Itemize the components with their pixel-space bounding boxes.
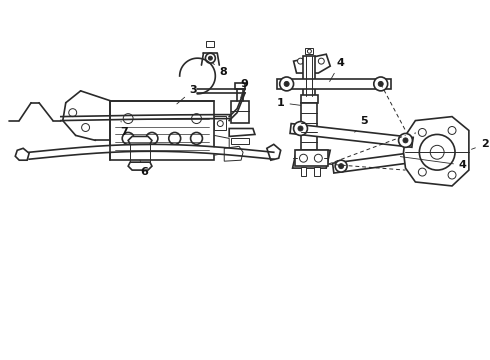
Circle shape	[398, 134, 413, 147]
Polygon shape	[224, 146, 243, 161]
Text: 7: 7	[120, 121, 128, 138]
Circle shape	[284, 81, 289, 86]
Circle shape	[418, 129, 426, 136]
Circle shape	[122, 132, 134, 144]
Text: 4: 4	[330, 58, 344, 81]
Circle shape	[146, 132, 158, 144]
Circle shape	[307, 49, 312, 53]
Circle shape	[217, 121, 223, 126]
Circle shape	[123, 114, 133, 123]
Circle shape	[298, 126, 303, 131]
Bar	[206, 41, 214, 47]
Polygon shape	[229, 129, 255, 136]
Circle shape	[430, 145, 444, 159]
Bar	[235, 83, 245, 89]
Circle shape	[315, 154, 322, 162]
Bar	[300, 95, 318, 103]
Polygon shape	[214, 135, 229, 155]
Polygon shape	[290, 123, 413, 147]
Bar	[110, 101, 214, 160]
Bar	[214, 116, 226, 130]
Circle shape	[448, 171, 456, 179]
Circle shape	[169, 132, 181, 144]
Circle shape	[280, 77, 294, 91]
Text: 1: 1	[277, 98, 301, 108]
Circle shape	[418, 168, 426, 176]
Polygon shape	[267, 144, 281, 160]
Circle shape	[299, 154, 307, 162]
Circle shape	[69, 109, 76, 117]
Circle shape	[442, 152, 447, 157]
Polygon shape	[231, 138, 249, 144]
Text: 2: 2	[471, 139, 489, 149]
Circle shape	[439, 148, 451, 160]
Text: 4: 4	[400, 157, 467, 170]
Bar	[303, 56, 316, 96]
Circle shape	[374, 77, 388, 91]
Circle shape	[191, 132, 202, 144]
Circle shape	[318, 58, 324, 64]
Text: 3: 3	[177, 85, 197, 104]
Circle shape	[419, 134, 455, 170]
Circle shape	[378, 81, 383, 86]
Polygon shape	[300, 167, 306, 176]
Text: 9: 9	[240, 79, 248, 98]
Bar	[277, 79, 391, 89]
Polygon shape	[128, 136, 152, 144]
Polygon shape	[293, 150, 330, 168]
Circle shape	[297, 58, 303, 64]
Text: 6: 6	[140, 160, 148, 177]
Circle shape	[205, 53, 215, 63]
Text: 5: 5	[355, 116, 368, 132]
Polygon shape	[128, 162, 152, 170]
Polygon shape	[315, 167, 320, 176]
Bar	[294, 150, 328, 166]
Polygon shape	[15, 148, 29, 160]
Circle shape	[192, 114, 201, 123]
Text: 8: 8	[213, 63, 227, 77]
Circle shape	[339, 164, 343, 168]
Bar	[301, 103, 318, 150]
Polygon shape	[333, 147, 453, 173]
Polygon shape	[403, 117, 469, 186]
Circle shape	[403, 138, 408, 143]
Circle shape	[448, 126, 456, 134]
Circle shape	[208, 56, 212, 60]
Polygon shape	[294, 54, 330, 73]
Circle shape	[335, 160, 347, 172]
Bar	[231, 101, 249, 122]
Bar	[305, 48, 314, 54]
Circle shape	[82, 123, 90, 131]
Circle shape	[294, 122, 307, 135]
